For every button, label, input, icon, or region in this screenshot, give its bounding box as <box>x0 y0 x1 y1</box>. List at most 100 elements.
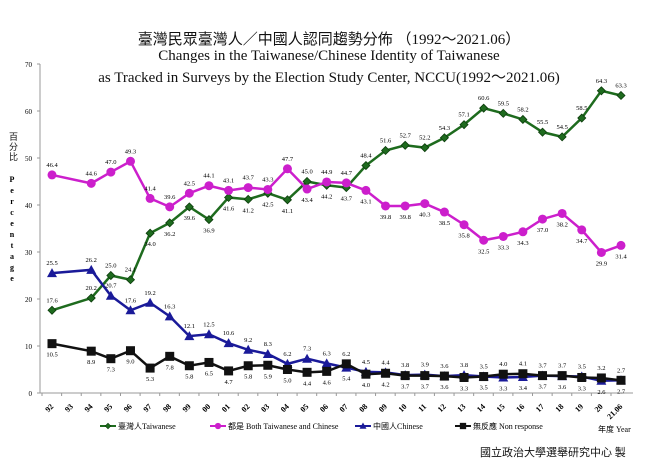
data-label-taiwanese: 48.4 <box>360 153 372 160</box>
data-point-taiwanese <box>577 113 587 123</box>
data-point-non-response <box>577 372 587 382</box>
data-point-taiwanese <box>145 228 155 238</box>
legend-label-both: 都是 Both Taiwanese and Chinese <box>228 422 339 431</box>
data-label-taiwanese: 54.3 <box>439 125 450 132</box>
data-point-taiwanese <box>420 143 430 153</box>
data-point-both <box>557 208 567 218</box>
data-point-non-response <box>282 365 292 374</box>
data-point-non-response <box>204 357 214 367</box>
data-point-chinese <box>184 331 195 341</box>
data-point-non-response <box>439 371 449 381</box>
series-line-both <box>51 159 622 254</box>
data-point-taiwanese <box>47 305 57 315</box>
legend-marker-chinese <box>359 422 367 429</box>
data-label-chinese: 26.2 <box>86 257 97 264</box>
x-tick-label: 17 <box>534 402 546 414</box>
data-label-non-response: 3.6 <box>440 384 449 391</box>
data-point-non-response <box>243 361 253 371</box>
data-label-both: 43.4 <box>301 197 313 204</box>
data-point-both <box>165 202 175 212</box>
data-point-chinese <box>243 344 254 354</box>
x-axis-label: 年度 Year <box>598 424 631 434</box>
data-label-taiwanese: 41.6 <box>223 205 235 212</box>
data-point-both <box>302 184 312 194</box>
data-label-chinese: 16.3 <box>164 303 175 310</box>
data-label-non-response: 5.8 <box>185 374 193 381</box>
data-point-chinese <box>86 264 97 274</box>
legend-label-non-response: 無反應 Non response <box>473 421 543 431</box>
data-label-chinese: 3.4 <box>519 385 528 392</box>
legend-marker-non-response <box>459 422 467 430</box>
series-line-taiwanese <box>51 89 622 312</box>
data-label-non-response: 3.5 <box>480 385 488 392</box>
data-label-non-response: 4.1 <box>519 361 527 368</box>
data-point-chinese <box>125 305 136 315</box>
data-label-both: 34.3 <box>517 240 528 247</box>
data-point-taiwanese <box>498 108 508 118</box>
y-axis-label-en: e <box>10 186 14 195</box>
y-axis-label-en: c <box>10 208 14 217</box>
data-label-both: 43.3 <box>262 176 273 183</box>
data-label-chinese: 10.6 <box>223 330 235 337</box>
data-point-non-response <box>557 371 567 381</box>
data-point-non-response <box>86 346 96 356</box>
data-point-both <box>224 185 234 195</box>
y-tick-label: 30 <box>25 249 33 257</box>
x-tick-label: 96 <box>122 402 134 414</box>
data-label-taiwanese: 45.0 <box>301 169 312 176</box>
y-axis-label-en: a <box>10 252 14 261</box>
data-label-taiwanese: 17.6 <box>46 297 58 304</box>
data-point-chinese <box>223 338 234 348</box>
source-credit: 國立政治大學選舉研究中心 製 <box>480 447 626 459</box>
data-label-chinese: 3.5 <box>578 364 586 371</box>
data-label-chinese: 5.4 <box>342 376 351 383</box>
x-tick-label: 94 <box>83 402 95 414</box>
data-point-non-response <box>498 369 508 379</box>
data-label-chinese: 25.5 <box>46 260 57 267</box>
y-tick-label: 10 <box>25 343 33 351</box>
data-point-both <box>498 231 508 241</box>
data-point-both <box>479 235 489 245</box>
data-point-taiwanese <box>184 202 194 212</box>
data-label-non-response: 6.2 <box>342 351 350 358</box>
legend-marker-taiwanese <box>104 422 112 430</box>
data-label-both: 37.0 <box>537 227 548 234</box>
data-label-chinese: 3.3 <box>499 385 507 392</box>
data-label-both: 31.4 <box>615 253 627 260</box>
data-label-non-response: 4.6 <box>323 379 332 386</box>
data-point-taiwanese <box>243 194 253 204</box>
x-tick-label: 14 <box>475 402 487 414</box>
x-tick-label: 00 <box>200 402 212 414</box>
data-label-non-response: 4.0 <box>499 361 507 368</box>
data-point-non-response <box>341 359 351 369</box>
data-label-taiwanese: 51.6 <box>380 137 392 144</box>
data-label-taiwanese: 34.0 <box>144 241 155 248</box>
data-label-taiwanese: 55.5 <box>537 119 548 126</box>
data-label-taiwanese: 39.6 <box>184 215 196 222</box>
data-label-taiwanese: 54.5 <box>556 124 567 131</box>
data-label-chinese: 3.6 <box>558 384 567 391</box>
x-tick-label: 16 <box>514 402 526 414</box>
data-label-taiwanese: 64.3 <box>596 78 607 85</box>
data-label-taiwanese: 60.6 <box>478 95 490 102</box>
data-label-both: 47.0 <box>105 159 116 166</box>
data-label-non-response: 5.9 <box>264 373 272 380</box>
data-label-taiwanese: 52.7 <box>399 132 411 139</box>
y-tick-label: 60 <box>25 108 33 116</box>
x-tick-label: 13 <box>455 402 467 414</box>
y-tick-label: 50 <box>25 155 33 163</box>
x-tick-label: 05 <box>298 402 310 414</box>
data-point-chinese <box>164 311 175 321</box>
data-point-non-response <box>184 361 194 371</box>
data-label-chinese: 3.9 <box>421 362 429 369</box>
data-label-non-response: 3.7 <box>421 384 430 391</box>
data-point-non-response <box>400 371 410 381</box>
data-point-non-response <box>224 366 234 376</box>
data-label-non-response: 8.9 <box>87 359 95 366</box>
legend-marker-both <box>214 422 222 430</box>
data-point-both <box>184 188 194 198</box>
data-label-taiwanese: 24.1 <box>125 267 136 274</box>
data-point-taiwanese <box>380 145 391 156</box>
data-point-non-response <box>420 371 430 381</box>
data-label-taiwanese: 43.7 <box>341 196 353 203</box>
